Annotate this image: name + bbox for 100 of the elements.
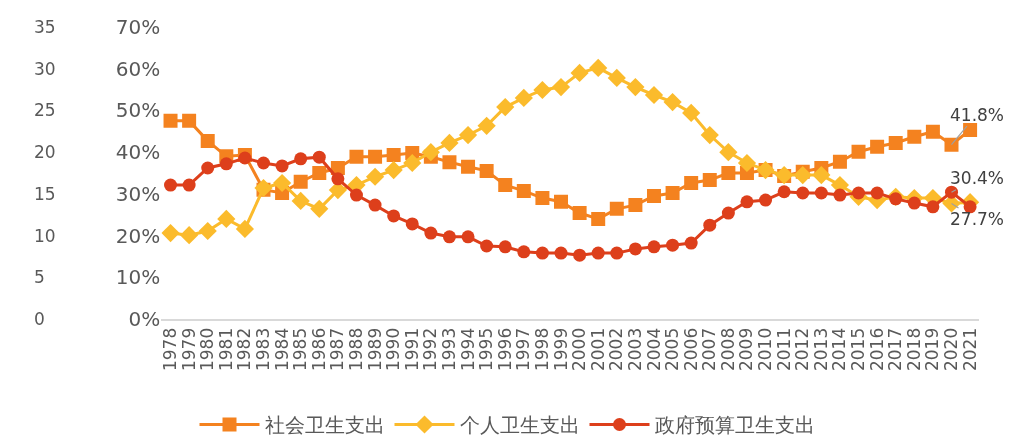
point — [535, 246, 549, 260]
point — [535, 191, 550, 206]
x-tick-label: 1987 — [327, 327, 348, 372]
point — [684, 236, 698, 250]
point — [907, 129, 922, 144]
text: 30 — [34, 59, 56, 79]
point — [421, 143, 440, 162]
point — [235, 219, 255, 238]
point — [832, 154, 847, 169]
y-tick-label: 10% — [115, 265, 161, 290]
x-tick-label: 1982 — [234, 327, 255, 372]
point — [777, 185, 791, 199]
point — [888, 135, 903, 150]
point — [554, 246, 568, 260]
x-tick-label: 1999 — [550, 327, 571, 372]
x-tick-label: 2011 — [773, 327, 794, 372]
x-tick-label: 2001 — [587, 327, 608, 372]
point — [628, 242, 642, 256]
point — [644, 85, 664, 105]
x-tick-label: 2012 — [792, 327, 813, 372]
x-tick-label: 1997 — [513, 327, 534, 372]
point — [926, 200, 940, 214]
point — [551, 77, 571, 97]
point — [257, 156, 270, 170]
point — [365, 167, 385, 186]
point — [272, 173, 292, 193]
point — [349, 188, 363, 202]
point — [161, 223, 180, 243]
point — [442, 230, 456, 244]
point — [294, 152, 308, 166]
point — [293, 174, 308, 189]
y-tick-label: 0% — [128, 307, 161, 331]
point — [833, 188, 847, 202]
point — [589, 58, 608, 77]
point — [514, 88, 533, 108]
point — [925, 124, 940, 139]
point — [424, 226, 438, 240]
point — [461, 159, 476, 174]
point — [793, 165, 812, 185]
x-tick-label: 2005 — [662, 327, 683, 372]
legend-label: 个人卫生支出 — [459, 413, 580, 438]
point — [384, 160, 403, 180]
point — [368, 149, 383, 164]
point — [461, 230, 475, 244]
point — [796, 186, 810, 200]
point — [663, 92, 682, 112]
point — [963, 123, 978, 138]
y-tick-label: 60% — [115, 56, 161, 81]
point — [610, 246, 624, 260]
text: 15 — [34, 184, 56, 204]
legend-label: 政府预算卫生支出 — [654, 413, 815, 438]
point — [682, 103, 701, 123]
text: 5 — [34, 267, 45, 287]
point — [458, 125, 478, 145]
point — [163, 113, 178, 128]
x-tick-label: 1995 — [476, 327, 497, 372]
point — [440, 133, 459, 153]
point — [198, 221, 217, 241]
x-tick-label: 1981 — [215, 327, 236, 372]
point — [517, 245, 531, 259]
point — [387, 209, 401, 223]
x-tick-label: 1992 — [420, 327, 441, 372]
x-tick-label: 1989 — [364, 327, 385, 372]
annotation: 27.7% — [950, 209, 1005, 229]
point — [200, 133, 215, 148]
x-tick-label: 2002 — [606, 327, 627, 372]
y-tick-label: 30% — [115, 181, 161, 206]
x-tick-label: 2016 — [866, 327, 887, 372]
x-tick-label: 2004 — [643, 327, 664, 372]
point — [719, 143, 738, 162]
annotation: 41.8% — [950, 105, 1005, 125]
point — [609, 201, 624, 216]
point — [665, 186, 680, 201]
x-tick-label: 2009 — [736, 327, 757, 372]
point — [870, 139, 885, 154]
point — [254, 178, 273, 198]
point — [572, 206, 587, 221]
point — [945, 185, 958, 199]
legend-label: 社会卫生支出 — [264, 413, 385, 438]
point — [442, 155, 457, 170]
point — [217, 209, 236, 228]
point — [700, 125, 719, 145]
point — [331, 172, 345, 186]
point — [666, 238, 680, 252]
point — [312, 150, 326, 164]
point — [737, 153, 757, 173]
point — [480, 239, 494, 253]
x-tick-label: 1994 — [457, 327, 478, 372]
point — [368, 198, 382, 212]
point — [740, 195, 754, 209]
text: 0 — [34, 309, 45, 329]
x-tick-label: 1980 — [197, 327, 218, 372]
point — [403, 153, 422, 173]
point — [516, 183, 531, 198]
y-tick-label: 20% — [115, 223, 161, 248]
point — [496, 97, 515, 117]
point — [164, 178, 178, 192]
point — [702, 173, 717, 188]
point — [479, 163, 494, 178]
x-tick-label: 2003 — [624, 327, 645, 372]
